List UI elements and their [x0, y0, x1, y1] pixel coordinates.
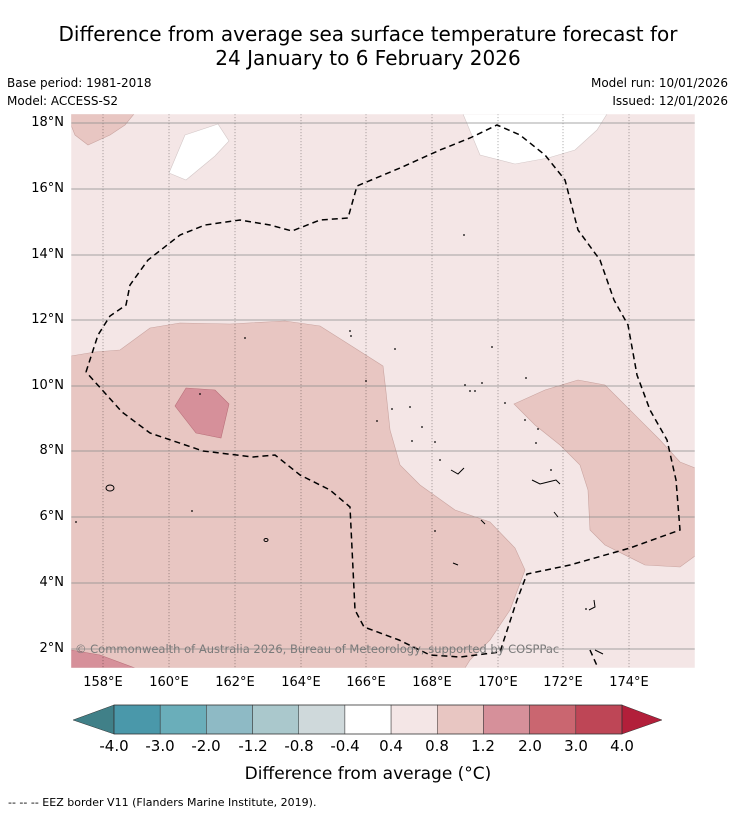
neutral-patch-north [168, 123, 230, 181]
colorbar-over-arrow [621, 704, 663, 735]
lat-label-12n: 12°N [31, 312, 64, 327]
eez-border [85, 124, 681, 658]
colorbar-under-arrow [72, 704, 115, 735]
lat-label-2n: 2°N [39, 641, 65, 656]
lon-label-158e: 158°E [83, 675, 123, 690]
colorbar-label-0: -4.0 [99, 737, 129, 755]
lon-label-164e: 164°E [281, 675, 321, 690]
colorbar-cell-0 [113, 704, 161, 735]
colorbar-cell-1 [159, 704, 207, 735]
colorbar-label-7: 0.8 [425, 737, 449, 755]
colorbar-label-4: -0.8 [284, 737, 314, 755]
lon-label-168e: 168°E [412, 675, 452, 690]
colorbar-title: Difference from average (°C) [244, 764, 492, 784]
anomaly-patch-southwest [71, 649, 136, 668]
lat-label-6n: 6°N [39, 509, 65, 524]
colorbar-cell-4 [298, 704, 346, 735]
colorbar-cell-5 [344, 704, 392, 735]
map-frame [70, 113, 696, 669]
lat-label-16n: 16°N [31, 181, 64, 196]
colorbar-label-11: 4.0 [610, 737, 634, 755]
lat-label-18n: 18°N [31, 115, 64, 130]
colorbar-label-6: 0.4 [379, 737, 403, 755]
colorbar [72, 704, 663, 735]
lon-label-174e: 174°E [609, 675, 649, 690]
lon-label-160e: 160°E [149, 675, 189, 690]
chart-title-line1: Difference from average sea surface temp… [58, 22, 678, 46]
base-period: Base period: 1981-2018 [7, 76, 152, 90]
lon-label-162e: 162°E [215, 675, 255, 690]
lon-label-172e: 172°E [543, 675, 583, 690]
lon-label-166e: 166°E [346, 675, 386, 690]
atoll-dots [75, 234, 587, 610]
lat-label-10n: 10°N [31, 378, 64, 393]
islands [105, 467, 604, 655]
colorbar-cell-6 [390, 704, 438, 735]
lat-label-8n: 8°N [39, 443, 65, 458]
lon-label-170e: 170°E [478, 675, 518, 690]
eez-border-south [589, 649, 599, 668]
lat-label-4n: 4°N [39, 575, 65, 590]
chart-title-line2: 24 January to 6 February 2026 [215, 46, 521, 70]
anomaly-patch-high [174, 387, 230, 439]
model-name: Model: ACCESS-S2 [7, 94, 119, 108]
map-plot-area [71, 114, 695, 668]
eez-footnote: -- -- -- EEZ border V11 (Flanders Marine… [8, 796, 317, 809]
lat-label-14n: 14°N [31, 247, 64, 262]
anomaly-region-east [513, 379, 695, 568]
colorbar-label-8: 1.2 [471, 737, 495, 755]
colorbar-cell-8 [483, 704, 530, 735]
latitude-lines [71, 122, 695, 650]
issued-date: Issued: 12/01/2026 [612, 94, 728, 108]
colorbar-cell-9 [529, 704, 577, 735]
colorbar-label-2: -2.0 [191, 737, 221, 755]
colorbar-cell-2 [206, 704, 253, 735]
anomaly-region-northwest [71, 114, 135, 146]
colorbar-label-9: 2.0 [518, 737, 542, 755]
colorbar-label-10: 3.0 [564, 737, 588, 755]
colorbar-label-3: -1.2 [238, 737, 268, 755]
colorbar-cell-3 [252, 704, 299, 735]
colorbar-label-5: -0.4 [330, 737, 360, 755]
colorbar-label-1: -3.0 [145, 737, 175, 755]
colorbar-cell-10 [575, 704, 623, 735]
copyright-notice: © Commonwealth of Australia 2026, Bureau… [75, 642, 560, 656]
model-run: Model run: 10/01/2026 [590, 76, 728, 90]
colorbar-cell-7 [437, 704, 484, 735]
